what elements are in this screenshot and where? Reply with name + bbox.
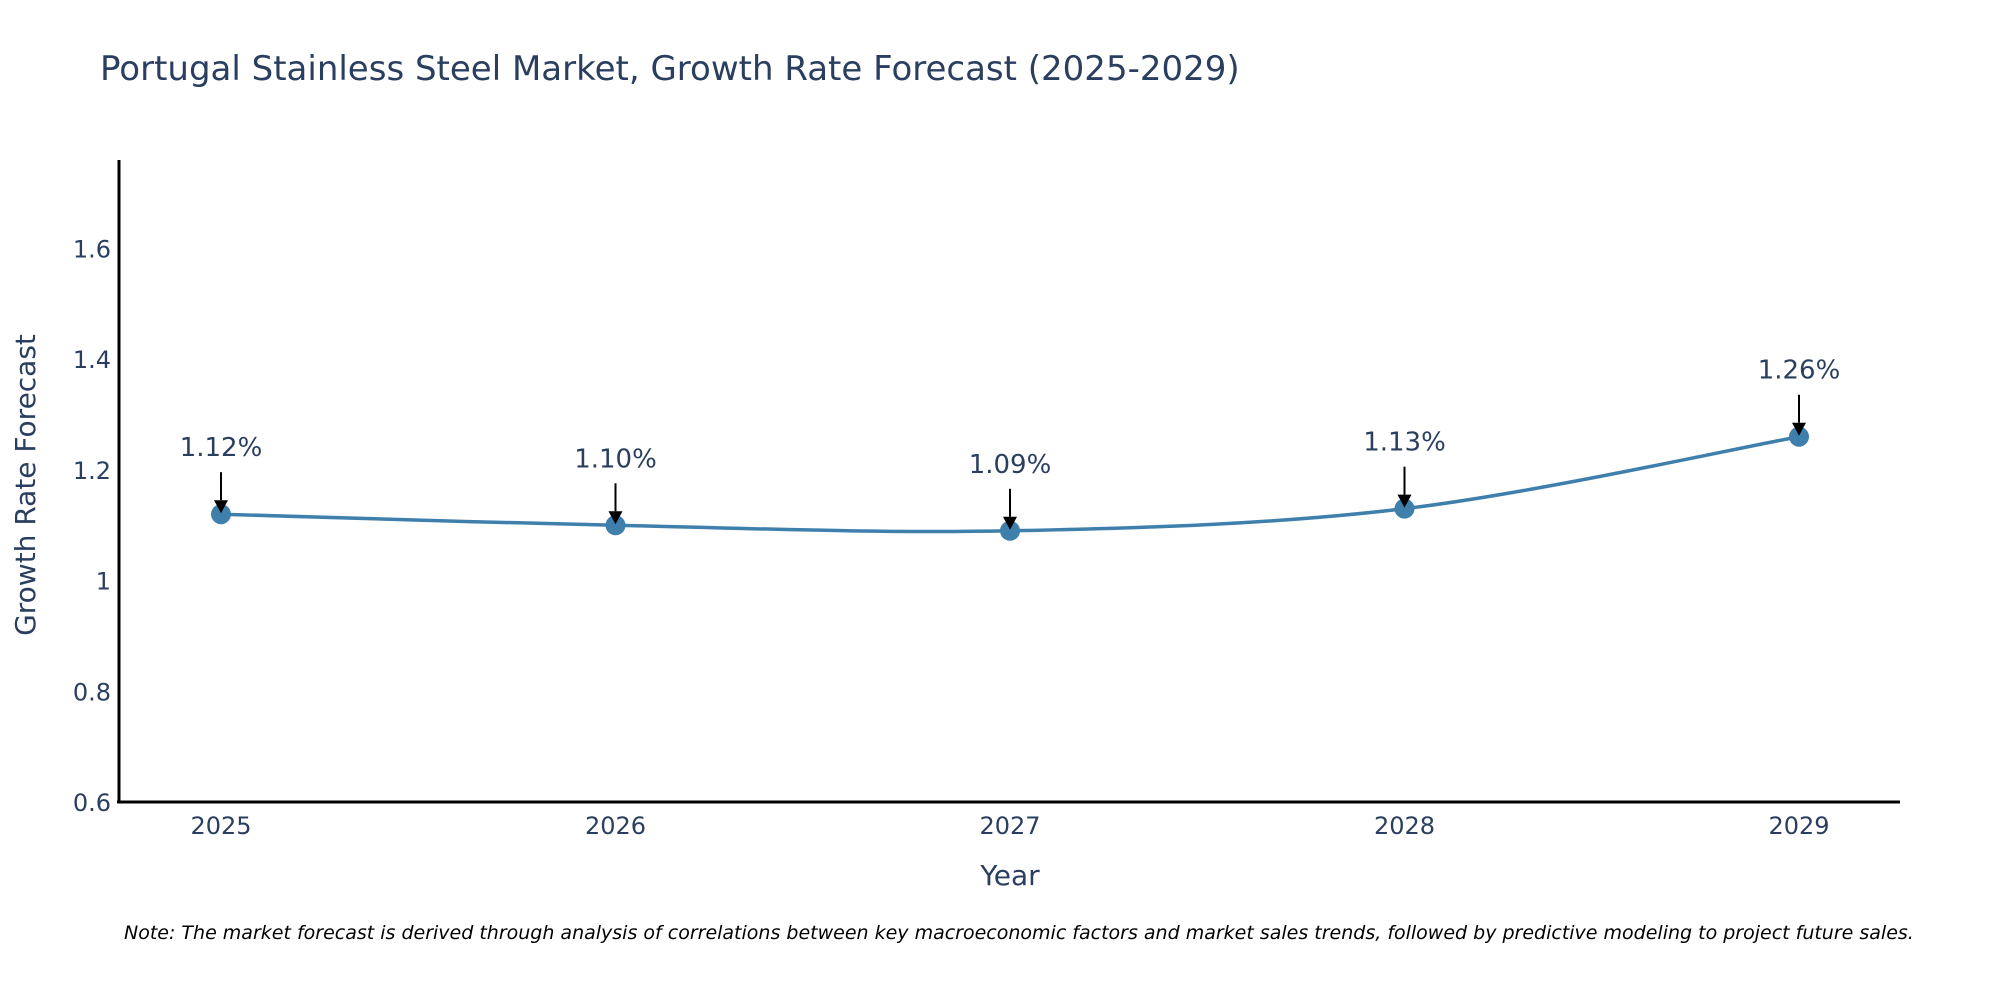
x-tick-label: 2025 xyxy=(190,812,251,840)
chart-title: Portugal Stainless Steel Market, Growth … xyxy=(100,49,1240,89)
y-tick-label: 0.6 xyxy=(73,789,111,817)
y-tick-label: 1.2 xyxy=(73,457,111,485)
data-labels: 1.12% 1.10% 1.09% 1.13% 1.26% xyxy=(180,356,1841,530)
annotation-arrow-head xyxy=(1003,516,1017,530)
x-tick-labels: 2025 2026 2027 2028 2029 xyxy=(190,812,1829,840)
plot-area: 0.6 0.8 1 1.2 1.4 1.6 2025 2026 2027 2028 2029 1.… xyxy=(73,160,1900,840)
y-tick-labels: 0.6 0.8 1 1.2 1.4 1.6 xyxy=(73,236,111,817)
y-tick-label: 1.4 xyxy=(73,346,111,374)
annotation-arrow-head xyxy=(214,500,228,514)
series-markers xyxy=(211,426,1809,541)
x-axis-title: Year xyxy=(979,859,1040,892)
data-point xyxy=(1394,498,1415,519)
x-tick-label: 2029 xyxy=(1768,812,1829,840)
data-point xyxy=(211,504,231,525)
data-label: 1.10% xyxy=(574,444,657,474)
data-label: 1.12% xyxy=(180,433,263,463)
footnote: Note: The market forecast is derived thr… xyxy=(124,922,1914,944)
data-label: 1.13% xyxy=(1363,428,1446,458)
data-label: 1.09% xyxy=(969,450,1052,480)
annotation-arrow-head xyxy=(1792,422,1806,436)
y-axis-title: Growth Rate Forecast xyxy=(9,334,42,636)
y-tick-label: 0.8 xyxy=(73,678,111,706)
data-point xyxy=(605,515,626,536)
data-point xyxy=(1789,426,1809,447)
y-tick-label: 1 xyxy=(96,568,111,596)
data-label: 1.26% xyxy=(1758,356,1841,386)
y-tick-label: 1.6 xyxy=(73,236,111,264)
annotation-arrow-head xyxy=(608,511,623,525)
x-tick-label: 2028 xyxy=(1374,812,1435,840)
x-tick-label: 2027 xyxy=(979,812,1040,840)
annotation-arrow-head xyxy=(1397,494,1412,508)
x-tick-label: 2026 xyxy=(585,812,646,840)
data-point xyxy=(1000,520,1020,541)
